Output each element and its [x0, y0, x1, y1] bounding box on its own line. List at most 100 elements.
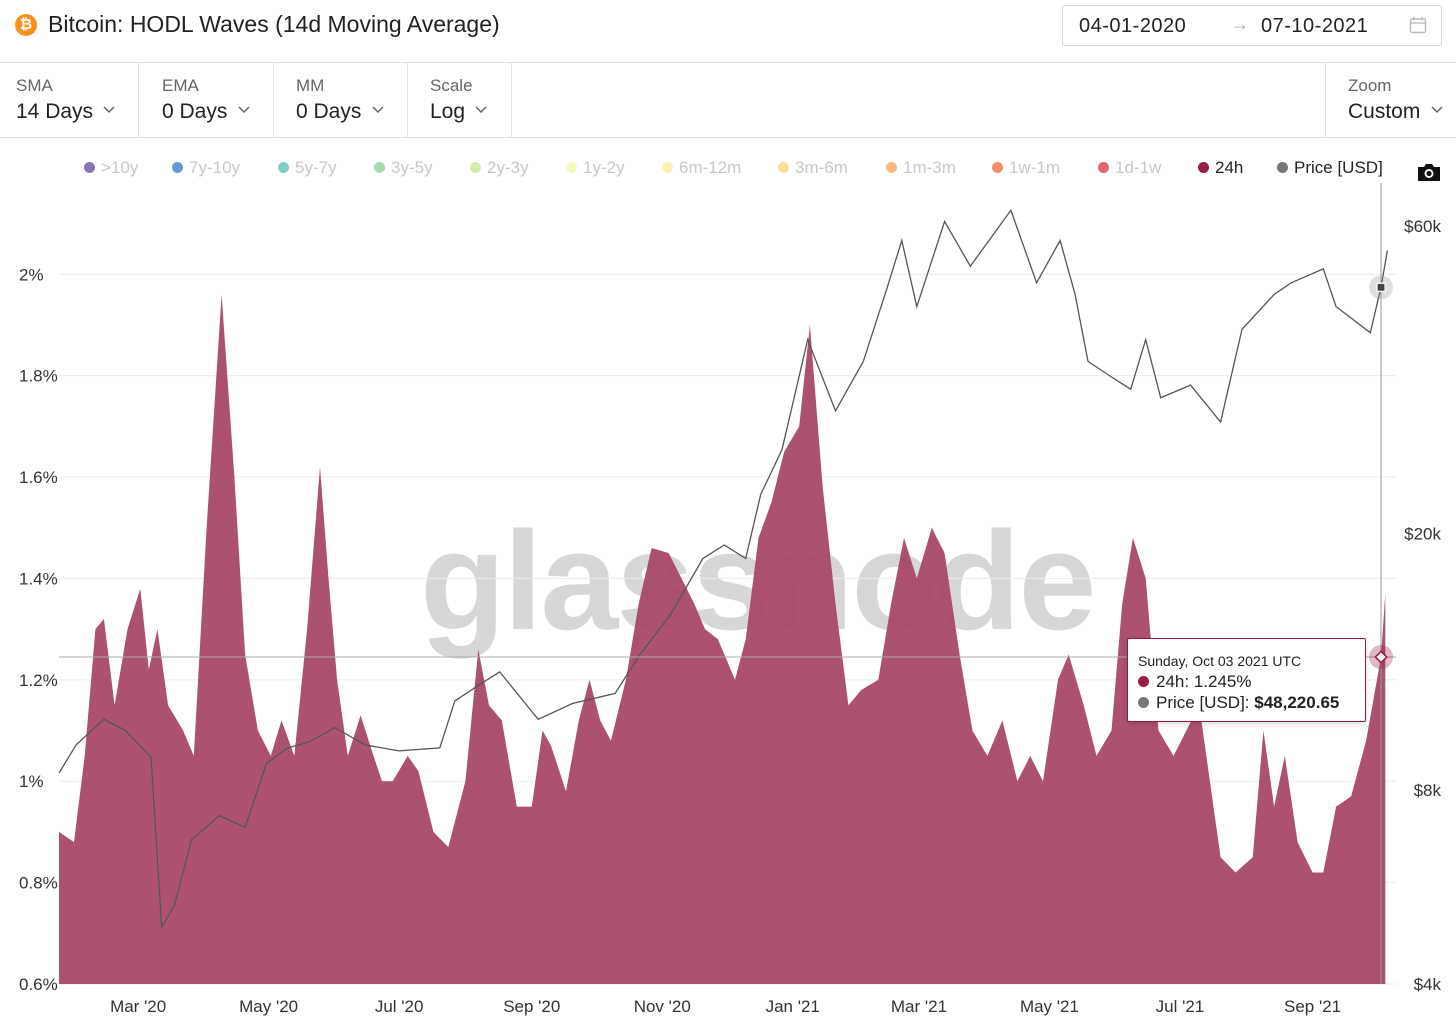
legend-dot-icon	[1198, 162, 1209, 173]
y-left-tick-label: 0.8%	[19, 874, 58, 893]
legend-label: 3y-5y	[391, 158, 433, 177]
chevron-down-icon	[475, 106, 487, 114]
chart-controls: SMA 14 Days EMA 0 Days MM 0 Days Scale L…	[0, 63, 1456, 138]
legend-dot-icon	[1098, 162, 1109, 173]
legend-label: 7y-10y	[189, 158, 241, 177]
chart-tooltip: Sunday, Oct 03 2021 UTC 24h: 1.245% Pric…	[1127, 638, 1366, 722]
legend-item-3y-5y[interactable]: 3y-5y	[374, 158, 433, 186]
arrow-right-icon: →	[1231, 14, 1249, 34]
y-left-tick-label: 1.6%	[19, 468, 58, 487]
chart-legend: >10y 7y-10y 5y-7y 3y-5y 2y-3y 1y-2y 6m-12m 3m-6…	[0, 158, 1456, 188]
legend-label: 1w-1m	[1009, 158, 1061, 177]
tooltip-price-label: Price [USD]:	[1156, 693, 1250, 712]
legend-label: 24h	[1215, 158, 1244, 177]
legend-item-3m-6m[interactable]: 3m-6m	[778, 158, 848, 186]
series-highlight-marker	[1374, 650, 1388, 664]
y-left-tick-label: 0.6%	[19, 975, 58, 994]
ema-value: 0 Days	[162, 100, 228, 123]
legend-item-6m-12m[interactable]: 6m-12m	[662, 158, 741, 186]
legend-item-7y-10y[interactable]: 7y-10y	[172, 158, 240, 186]
calendar-icon[interactable]	[1409, 16, 1427, 34]
tooltip-series-value: 1.245%	[1193, 672, 1252, 691]
x-tick-label: May '20	[239, 997, 298, 1016]
y-left-tick-label: 2%	[19, 265, 44, 284]
x-tick-label: Jan '21	[766, 997, 820, 1016]
legend-item-24h[interactable]: 24h	[1198, 158, 1243, 186]
date-end-input[interactable]: 07-10-2021	[1261, 15, 1369, 37]
tooltip-date: Sunday, Oct 03 2021 UTC	[1138, 653, 1302, 669]
chevron-down-icon	[1431, 106, 1443, 114]
y-right-tick-label: $60k	[1404, 217, 1441, 236]
tooltip-price-value: $48,220.65	[1254, 693, 1340, 712]
legend-label: 1y-2y	[583, 158, 625, 177]
header: ₿ Bitcoin: HODL Waves (14d Moving Averag…	[0, 0, 1456, 63]
zoom-value: Custom	[1348, 100, 1421, 123]
y-left-tick-label: 1.4%	[19, 569, 58, 588]
legend-dot-icon	[778, 162, 789, 173]
scale-select[interactable]: Scale Log	[408, 63, 512, 137]
legend-item-5y-7y[interactable]: 5y-7y	[278, 158, 337, 186]
legend-label: 1d-1w	[1115, 158, 1162, 177]
legend-label: 1m-3m	[903, 158, 956, 177]
tooltip-series-row: 24h: 1.245%	[1138, 672, 1252, 692]
legend-item-2y-3y[interactable]: 2y-3y	[470, 158, 529, 186]
y-left-tick-label: 1%	[19, 772, 44, 791]
legend-dot-icon	[278, 162, 289, 173]
mm-label: MM	[296, 76, 325, 95]
legend-label: >10y	[101, 158, 139, 177]
legend-label: 3m-6m	[795, 158, 848, 177]
legend-dot-icon	[566, 162, 577, 173]
tooltip-series-label: 24h:	[1156, 672, 1190, 691]
legend-label: 6m-12m	[679, 158, 742, 177]
series-price-line	[58, 208, 1389, 930]
y-right-tick-label: $4k	[1414, 975, 1442, 994]
x-tick-label: May '21	[1020, 997, 1079, 1016]
legend-item-1d-1w[interactable]: 1d-1w	[1098, 158, 1161, 186]
x-tick-label: Mar '21	[891, 997, 947, 1016]
legend-dot-icon	[886, 162, 897, 173]
y-left-tick-label: 1.8%	[19, 367, 58, 386]
sma-label: SMA	[16, 76, 53, 95]
camera-icon[interactable]	[1416, 161, 1442, 183]
sma-select[interactable]: SMA 14 Days	[0, 63, 139, 137]
mm-select[interactable]: MM 0 Days	[274, 63, 408, 137]
legend-dot-icon	[84, 162, 95, 173]
legend-item-1m-3m[interactable]: 1m-3m	[886, 158, 956, 186]
scale-label: Scale	[430, 76, 473, 95]
x-tick-label: Mar '20	[110, 997, 166, 1016]
legend-item-10y[interactable]: >10y	[84, 158, 138, 186]
legend-label: 2y-3y	[487, 158, 529, 177]
x-tick-label: Sep '20	[503, 997, 560, 1016]
legend-label: Price [USD]	[1294, 158, 1383, 177]
date-start-input[interactable]: 04-01-2020	[1079, 15, 1187, 37]
legend-dot-icon	[662, 162, 673, 173]
price-dot-icon	[1138, 697, 1149, 708]
legend-dot-icon	[374, 162, 385, 173]
x-tick-label: Sep '21	[1284, 997, 1341, 1016]
y-right-tick-label: $20k	[1404, 525, 1441, 544]
legend-item-price-usd[interactable]: Price [USD]	[1277, 158, 1383, 186]
sma-value: 14 Days	[16, 100, 94, 123]
price-highlight-marker	[1376, 282, 1386, 292]
chevron-down-icon	[372, 106, 384, 114]
page-title: Bitcoin: HODL Waves (14d Moving Average)	[48, 11, 500, 37]
ema-select[interactable]: EMA 0 Days	[139, 63, 274, 137]
zoom-select[interactable]: Zoom Custom	[1325, 63, 1456, 137]
legend-dot-icon	[992, 162, 1003, 173]
zoom-label: Zoom	[1348, 76, 1392, 95]
bitcoin-icon: ₿	[15, 14, 37, 36]
chevron-down-icon	[103, 106, 115, 114]
date-range-picker[interactable]: 04-01-2020 → 07-10-2021	[1062, 5, 1442, 46]
x-tick-label: Nov '20	[634, 997, 691, 1016]
chevron-down-icon	[238, 106, 250, 114]
y-left-tick-label: 1.2%	[19, 671, 58, 690]
x-tick-label: Jul '21	[1156, 997, 1205, 1016]
series-dot-icon	[1138, 676, 1149, 687]
legend-item-1y-2y[interactable]: 1y-2y	[566, 158, 625, 186]
legend-dot-icon	[1277, 162, 1288, 173]
mm-value: 0 Days	[296, 100, 362, 123]
series-24h-area	[59, 294, 1386, 984]
legend-dot-icon	[470, 162, 481, 173]
legend-item-1w-1m[interactable]: 1w-1m	[992, 158, 1060, 186]
